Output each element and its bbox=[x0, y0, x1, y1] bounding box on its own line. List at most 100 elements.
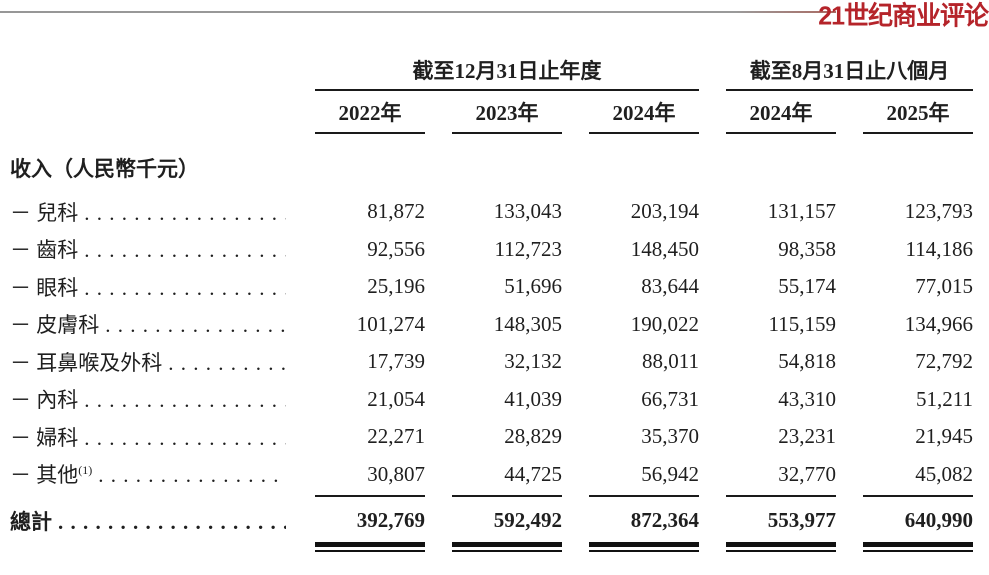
value-2024-8m: 43,310 bbox=[778, 386, 836, 411]
value-2022: 30,807 bbox=[367, 461, 425, 486]
value-2022: 22,271 bbox=[367, 424, 425, 449]
value-2023: 28,829 bbox=[504, 424, 562, 449]
value-2023: 112,723 bbox=[494, 236, 562, 261]
year-col-2024-8m: 2024年 bbox=[726, 96, 836, 134]
value-2025-8m: 114,186 bbox=[905, 236, 973, 261]
rule-line bbox=[726, 495, 836, 497]
dot-leader: . . . . . . . . . . . . . . . . . . . . … bbox=[84, 388, 286, 413]
dot-leader: . . . . . . . . . . . . . . . . . . . . … bbox=[84, 275, 286, 300]
dot-leader: . . . . . . . . . . . . . . . . . . . . … bbox=[105, 313, 286, 338]
rule-line bbox=[863, 495, 973, 497]
year-col-2024: 2024年 bbox=[589, 96, 699, 134]
double-rule-line bbox=[315, 542, 425, 552]
total-2024-8m: 553,977 bbox=[767, 508, 836, 532]
dot-leader: . . . . . . . . . . . . . . . . . . . . … bbox=[58, 509, 286, 534]
double-rule-line bbox=[863, 542, 973, 552]
year-header-row: 2022年 2023年 2024年 2024年 2025年 bbox=[10, 96, 973, 134]
total-2023: 592,492 bbox=[493, 508, 562, 532]
row-others: － 其他(1). . . . . . . . . . . . . . . . .… bbox=[10, 456, 973, 494]
row-total: 總計. . . . . . . . . . . . . . . . . . . … bbox=[10, 497, 973, 537]
value-2024: 83,644 bbox=[641, 274, 699, 299]
row-label: － 耳鼻喉及外科. . . . . . . . . . . . . . . . … bbox=[10, 347, 288, 377]
value-2022: 17,739 bbox=[367, 349, 425, 374]
row-label: － 婦科. . . . . . . . . . . . . . . . . . … bbox=[10, 422, 288, 452]
value-2022: 81,872 bbox=[367, 199, 425, 224]
row-label: － 眼科. . . . . . . . . . . . . . . . . . … bbox=[10, 272, 288, 302]
value-2022: 21,054 bbox=[367, 386, 425, 411]
row-label: － 其他(1). . . . . . . . . . . . . . . . .… bbox=[10, 459, 288, 489]
row-label: － 皮膚科. . . . . . . . . . . . . . . . . .… bbox=[10, 313, 286, 338]
row-internal-medicine: － 內科. . . . . . . . . . . . . . . . . . … bbox=[10, 381, 973, 419]
revenue-table: 截至12月31日止年度 截至8月31日止八個月 2022年 2023年 2024… bbox=[10, 55, 973, 552]
col-group-year-ended-dec31: 截至12月31日止年度 bbox=[315, 55, 699, 91]
year-col-2022: 2022年 bbox=[315, 96, 425, 134]
footnote-marker: (1) bbox=[78, 463, 93, 478]
total-2024: 872,364 bbox=[630, 508, 699, 532]
value-2024-8m: 131,157 bbox=[767, 199, 836, 224]
dot-leader: . . . . . . . . . . . . . . . . . . . . … bbox=[168, 350, 286, 375]
value-2025-8m: 51,211 bbox=[916, 386, 973, 411]
final-double-rule-row bbox=[10, 542, 973, 552]
row-label: － 兒科. . . . . . . . . . . . . . . . . . … bbox=[10, 197, 288, 227]
pre-total-rule-row bbox=[10, 495, 973, 497]
value-2024: 35,370 bbox=[641, 424, 699, 449]
value-2024: 148,450 bbox=[630, 236, 699, 261]
value-2023: 41,039 bbox=[504, 386, 562, 411]
total-2022: 392,769 bbox=[356, 508, 425, 532]
value-2023: 133,043 bbox=[493, 199, 562, 224]
double-rule-line bbox=[452, 542, 562, 552]
value-2022: 92,556 bbox=[367, 236, 425, 261]
value-2025-8m: 123,793 bbox=[904, 199, 973, 224]
row-label: 總計. . . . . . . . . . . . . . . . . . . … bbox=[10, 506, 288, 536]
year-col-2025-8m: 2025年 bbox=[863, 96, 973, 134]
column-group-header-row: 截至12月31日止年度 截至8月31日止八個月 bbox=[10, 55, 973, 91]
value-2024-8m: 54,818 bbox=[778, 349, 836, 374]
row-label: － 內科. . . . . . . . . . . . . . . . . . … bbox=[10, 384, 288, 414]
value-2025-8m: 21,945 bbox=[915, 424, 973, 449]
value-2025-8m: 72,792 bbox=[915, 349, 973, 374]
row-dental: － 齒科. . . . . . . . . . . . . . . . . . … bbox=[10, 231, 973, 269]
row-label: － 齒科. . . . . . . . . . . . . . . . . . … bbox=[10, 234, 288, 264]
col-group-eight-months-ended-aug31: 截至8月31日止八個月 bbox=[726, 55, 973, 91]
value-2023: 51,696 bbox=[504, 274, 562, 299]
rule-line bbox=[589, 495, 699, 497]
value-2024-8m: 23,231 bbox=[778, 424, 836, 449]
total-2025-8m: 640,990 bbox=[904, 508, 973, 532]
value-2025-8m: 45,082 bbox=[915, 461, 973, 486]
value-2024: 56,942 bbox=[641, 461, 699, 486]
value-2024: 190,022 bbox=[630, 311, 699, 336]
header-divider-rule bbox=[0, 11, 836, 13]
row-dermatology: － 皮膚科. . . . . . . . . . . . . . . . . .… bbox=[10, 306, 973, 344]
value-2023: 44,725 bbox=[504, 461, 562, 486]
magazine-logo: 21世纪商业评论 bbox=[818, 1, 989, 31]
dot-leader: . . . . . . . . . . . . . . . . . . . . … bbox=[84, 238, 286, 263]
value-2024: 203,194 bbox=[630, 199, 699, 224]
dot-leader: . . . . . . . . . . . . . . . . . . . . … bbox=[84, 425, 286, 450]
dot-leader: . . . . . . . . . . . . . . . . . . . . … bbox=[84, 200, 286, 225]
double-rule-line bbox=[726, 542, 836, 552]
row-pediatrics: － 兒科. . . . . . . . . . . . . . . . . . … bbox=[10, 193, 973, 231]
row-ent-and-surgery: － 耳鼻喉及外科. . . . . . . . . . . . . . . . … bbox=[10, 343, 973, 381]
double-rule-line bbox=[589, 542, 699, 552]
value-2022: 101,274 bbox=[356, 311, 425, 336]
row-ophthalmology: － 眼科. . . . . . . . . . . . . . . . . . … bbox=[10, 268, 973, 306]
value-2023: 32,132 bbox=[504, 349, 562, 374]
row-gynecology: － 婦科. . . . . . . . . . . . . . . . . . … bbox=[10, 418, 973, 456]
section-header-revenue: 收入（人民幣千元） bbox=[10, 157, 199, 181]
section-header-row: 收入（人民幣千元） bbox=[10, 152, 973, 184]
value-2025-8m: 134,966 bbox=[904, 311, 973, 336]
value-2024-8m: 115,159 bbox=[768, 311, 836, 336]
rule-line bbox=[452, 495, 562, 497]
rule-line bbox=[315, 495, 425, 497]
data-rows: － 兒科. . . . . . . . . . . . . . . . . . … bbox=[10, 193, 973, 493]
value-2024: 66,731 bbox=[641, 386, 699, 411]
value-2025-8m: 77,015 bbox=[915, 274, 973, 299]
value-2024-8m: 98,358 bbox=[778, 236, 836, 261]
year-col-2023: 2023年 bbox=[452, 96, 562, 134]
value-2024-8m: 32,770 bbox=[778, 461, 836, 486]
value-2022: 25,196 bbox=[367, 274, 425, 299]
value-2024-8m: 55,174 bbox=[778, 274, 836, 299]
value-2024: 88,011 bbox=[642, 349, 699, 374]
value-2023: 148,305 bbox=[493, 311, 562, 336]
